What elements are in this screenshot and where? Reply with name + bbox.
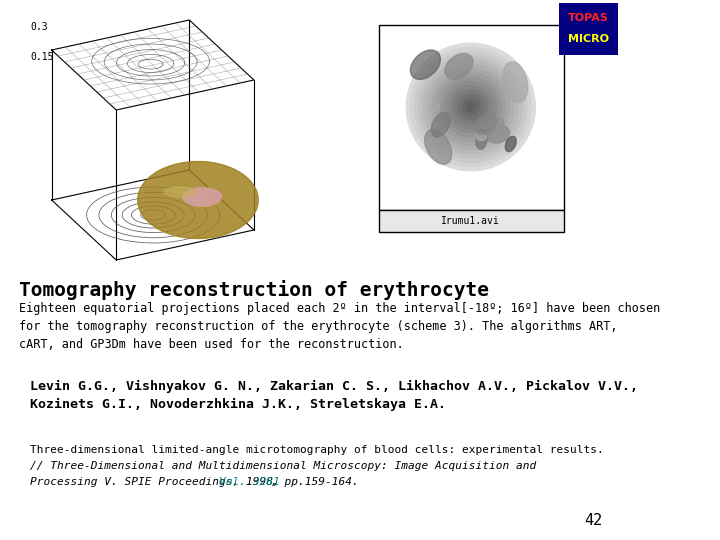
Bar	[379, 210, 564, 232]
Text: MICRO: MICRO	[568, 35, 609, 44]
Ellipse shape	[486, 125, 510, 143]
Ellipse shape	[467, 103, 475, 111]
Ellipse shape	[458, 94, 484, 120]
Ellipse shape	[419, 56, 523, 158]
Ellipse shape	[496, 118, 504, 131]
Text: Irumu1.avi: Irumu1.avi	[441, 216, 500, 226]
Text: 42: 42	[584, 513, 603, 528]
Ellipse shape	[415, 52, 527, 162]
Text: TOPAS: TOPAS	[568, 12, 609, 23]
Ellipse shape	[431, 103, 439, 112]
Text: Vol. 3261: Vol. 3261	[220, 477, 280, 487]
Text: Tomography reconstruction of erythrocyte: Tomography reconstruction of erythrocyte	[19, 280, 489, 300]
Text: Eighteen equatorial projections placed each 2º in the interval[-18º; 16º] have b: Eighteen equatorial projections placed e…	[19, 302, 660, 351]
Ellipse shape	[423, 60, 518, 154]
Ellipse shape	[410, 48, 531, 166]
Bar	[559, 3, 618, 55]
Text: , pp.159-164.: , pp.159-164.	[271, 477, 359, 487]
Text: 0.15: 0.15	[30, 52, 53, 62]
Ellipse shape	[410, 50, 441, 79]
Ellipse shape	[428, 64, 514, 150]
Ellipse shape	[503, 62, 528, 103]
Ellipse shape	[432, 69, 510, 145]
Ellipse shape	[436, 73, 505, 141]
Text: 0.3: 0.3	[30, 22, 48, 32]
Ellipse shape	[476, 130, 487, 150]
Ellipse shape	[445, 53, 473, 79]
Ellipse shape	[505, 137, 516, 152]
Ellipse shape	[431, 112, 451, 137]
Ellipse shape	[462, 98, 480, 116]
Ellipse shape	[425, 129, 451, 164]
Text: Processing V. SPIE Proceedings, 1998,: Processing V. SPIE Proceedings, 1998,	[30, 477, 287, 487]
Bar	[379, 25, 564, 210]
Ellipse shape	[449, 86, 492, 128]
Ellipse shape	[475, 113, 497, 134]
Ellipse shape	[445, 82, 497, 132]
Polygon shape	[183, 188, 222, 206]
Text: Three-dimensional limited-angle microtomography of blood cells: experimental res: Three-dimensional limited-angle microtom…	[30, 445, 604, 455]
Text: Levin G.G., Vishnyakov G. N., Zakarian C. S., Likhachov A.V., Pickalov V.V.,
Koz: Levin G.G., Vishnyakov G. N., Zakarian C…	[30, 380, 638, 411]
Ellipse shape	[454, 90, 488, 124]
Polygon shape	[164, 187, 195, 197]
Ellipse shape	[406, 43, 536, 171]
Ellipse shape	[476, 133, 486, 140]
Polygon shape	[138, 161, 258, 239]
Ellipse shape	[441, 77, 501, 137]
Text: // Three-Dimensional and Multidimensional Microscopy: Image Acquisition and: // Three-Dimensional and Multidimensiona…	[30, 461, 536, 471]
